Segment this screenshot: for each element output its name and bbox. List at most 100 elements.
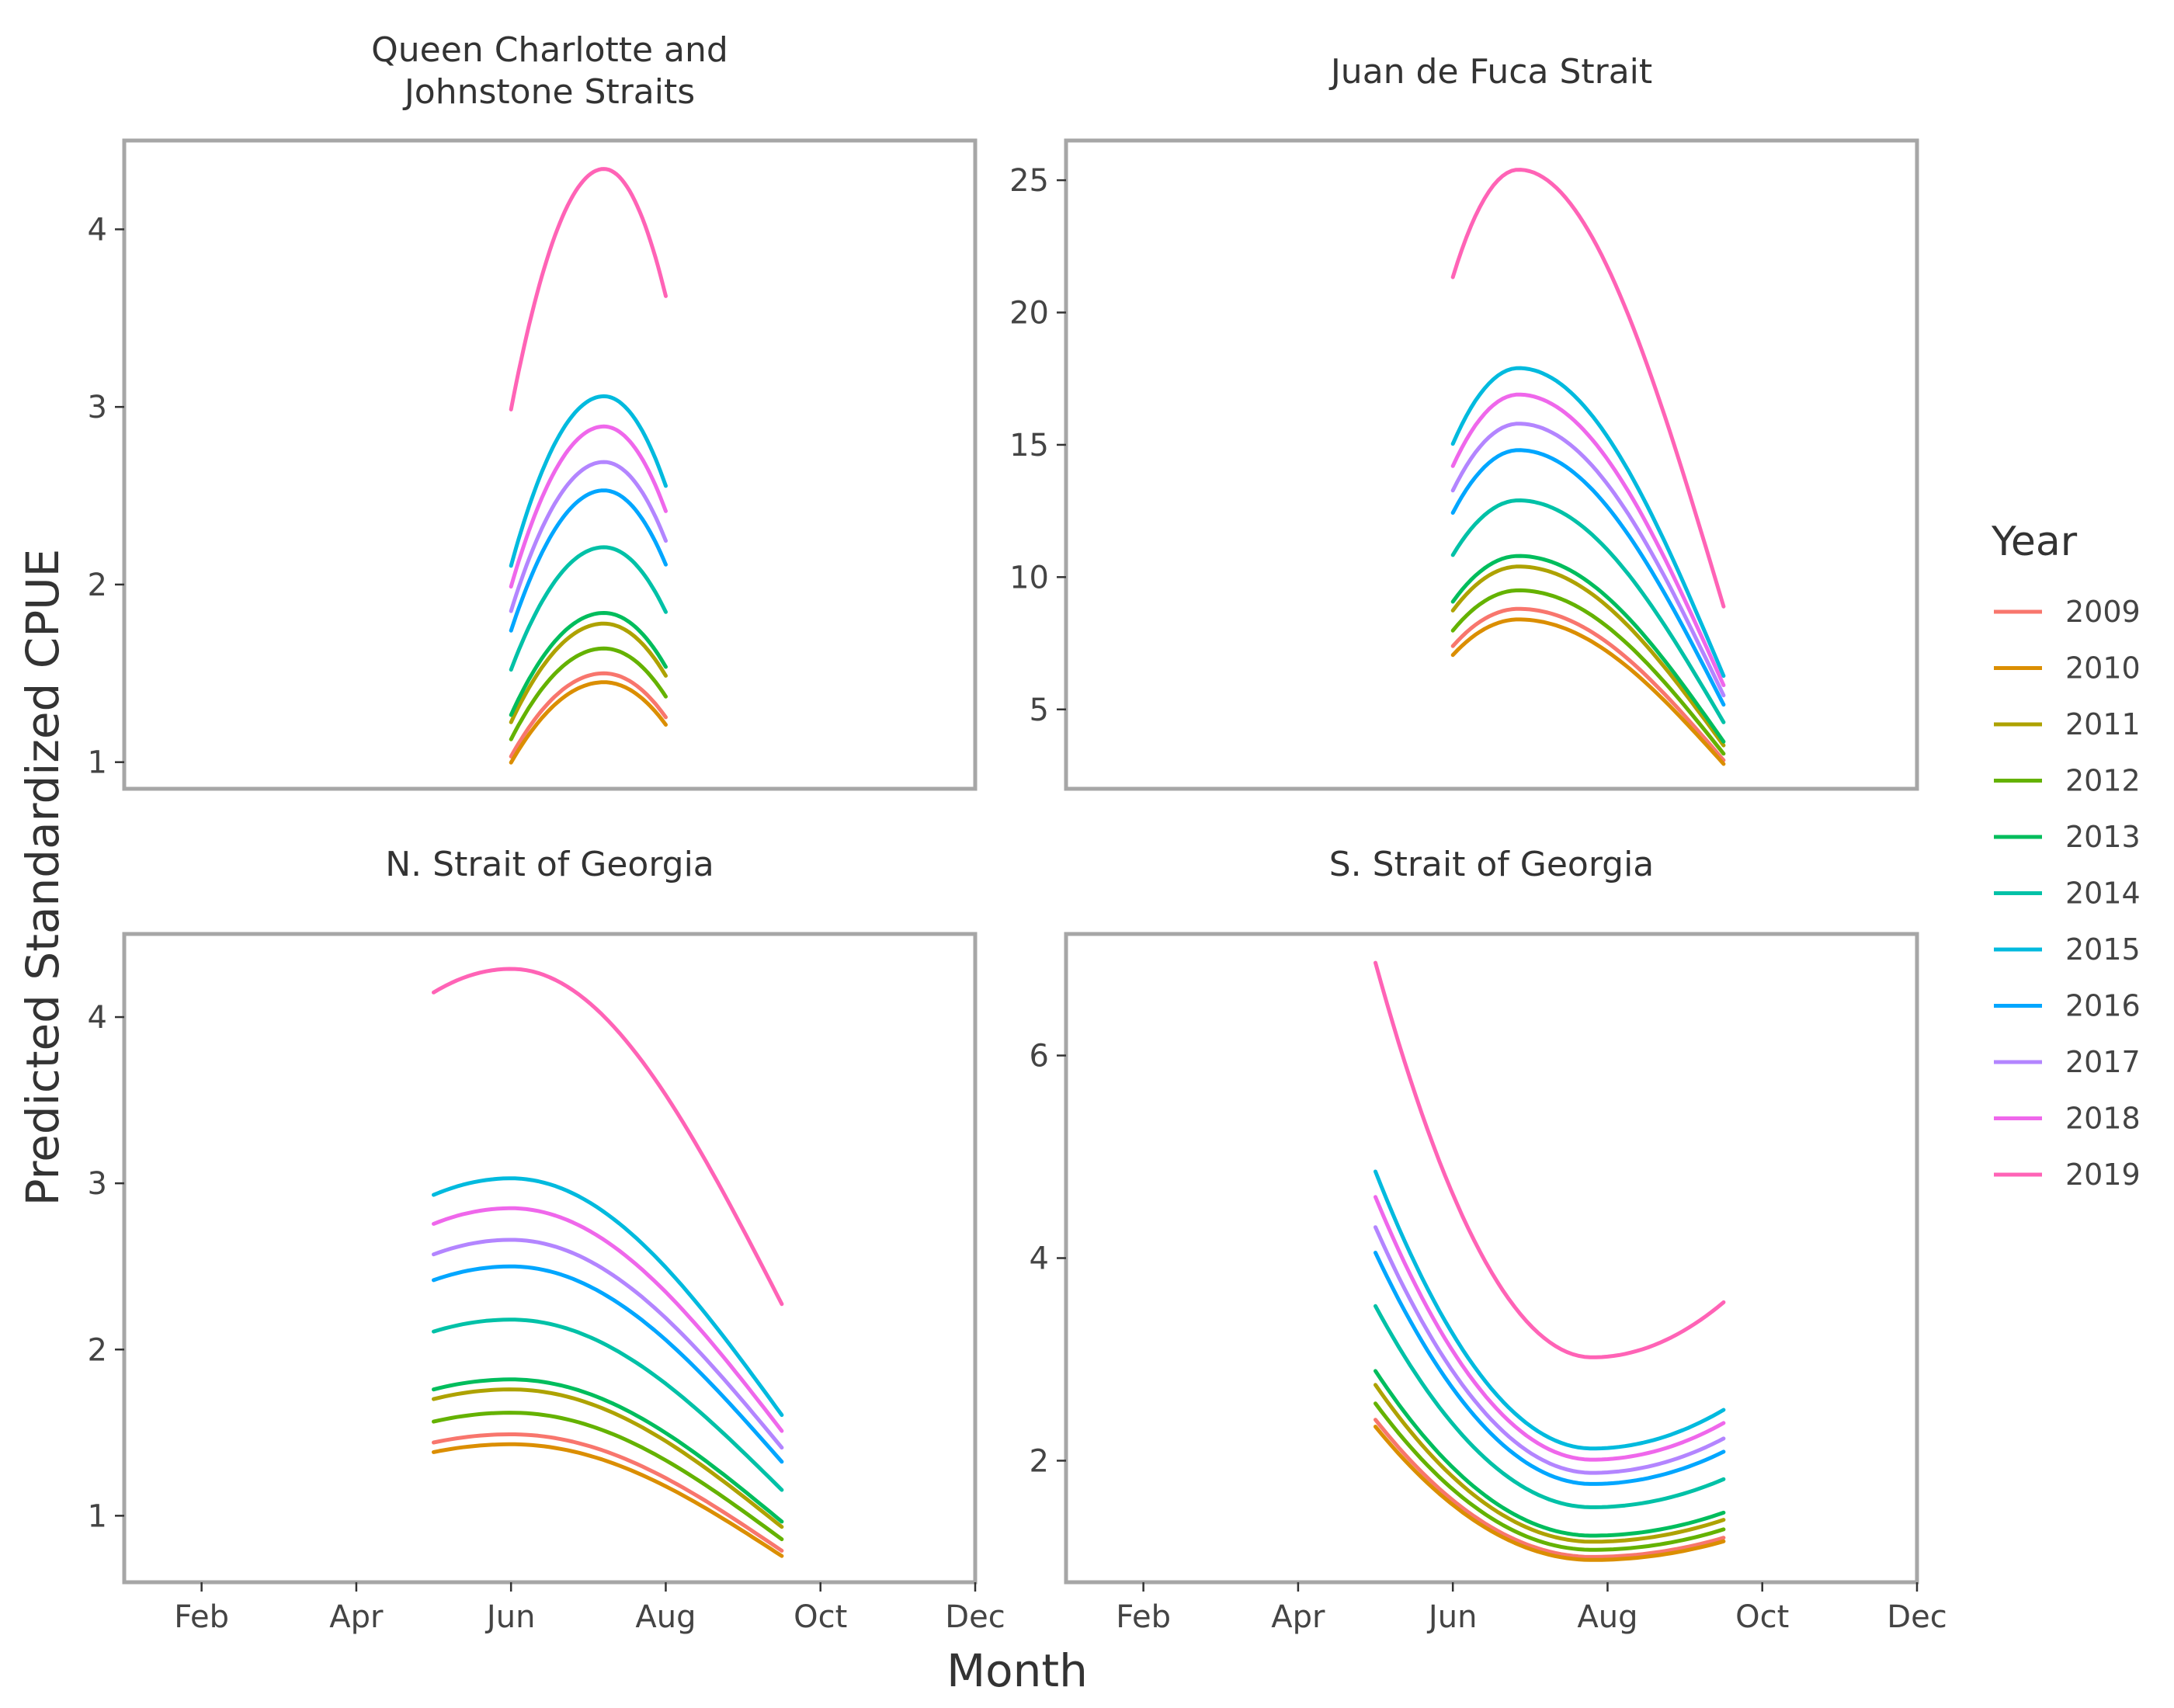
series-line-2010 <box>1450 617 1726 766</box>
y-tick-label: 3 <box>88 390 107 425</box>
legend-item-2010: 2010 <box>1994 651 2141 686</box>
series-line-2010 <box>432 1442 784 1558</box>
legend-label: 2014 <box>2065 877 2141 911</box>
x-tick-label: Feb <box>1116 1599 1171 1635</box>
x-tick-label: Jun <box>1426 1599 1478 1635</box>
series-line-2016 <box>432 1264 784 1464</box>
series-line-2009 <box>1374 1418 1726 1559</box>
x-tick-label: Apr <box>1271 1599 1325 1635</box>
series-line-2010 <box>1374 1425 1726 1562</box>
legend-label: 2011 <box>2065 707 2141 741</box>
series-line-2016 <box>509 488 668 633</box>
series-line-2013 <box>509 611 668 717</box>
series-line-2014 <box>1450 498 1726 724</box>
legend-item-2018: 2018 <box>1994 1102 2141 1136</box>
y-tick-label: 5 <box>1030 693 1049 728</box>
series-line-2015 <box>509 394 668 568</box>
legend-item-2013: 2013 <box>1994 820 2141 854</box>
series-line-2017 <box>432 1238 784 1450</box>
y-tick-label: 20 <box>1009 296 1049 332</box>
series-line-2011 <box>1374 1383 1726 1544</box>
legend-item-2015: 2015 <box>1994 932 2141 967</box>
x-tick-label: Jun <box>484 1599 536 1635</box>
legend-item-2011: 2011 <box>1994 707 2141 741</box>
legend-label: 2009 <box>2065 595 2141 629</box>
series-line-2012 <box>509 646 668 741</box>
series-line-2013 <box>432 1377 784 1524</box>
y-tick-label: 2 <box>88 568 107 603</box>
legend-item-2017: 2017 <box>1994 1045 2141 1079</box>
y-tick-label: 4 <box>88 1000 107 1036</box>
y-tick-label: 1 <box>88 1498 107 1534</box>
panel-title: Queen Charlotte and <box>371 30 728 70</box>
x-axis-title: Month <box>946 1644 1088 1697</box>
panel-title: N. Strait of Georgia <box>385 845 714 884</box>
x-tick-label: Aug <box>635 1599 696 1635</box>
legend-label: 2019 <box>2065 1158 2141 1192</box>
series-line-2014 <box>1374 1304 1726 1509</box>
y-tick-label: 6 <box>1030 1039 1049 1074</box>
legend-items: 2009 2010 2011 2012 2013 2014 2015 2016 2017 2018… <box>1994 595 2141 1192</box>
panel-3: N. Strait of Georgia 1 2 3 4 Feb Apr Jun Aug Oct D… <box>88 845 1005 1635</box>
legend-label: 2015 <box>2065 932 2141 967</box>
panel-title: Johnstone Straits <box>402 72 695 112</box>
y-tick-label: 4 <box>1030 1241 1049 1277</box>
series-line-2014 <box>432 1317 784 1492</box>
series-line-2012 <box>1450 588 1726 756</box>
y-tick-label: 2 <box>88 1332 107 1368</box>
legend-item-2019: 2019 <box>1994 1158 2141 1192</box>
y-tick-label: 10 <box>1009 560 1049 595</box>
y-tick-label: 1 <box>88 745 107 781</box>
series-line-2012 <box>432 1411 784 1542</box>
series-line-2013 <box>1374 1369 1726 1538</box>
series-line-2010 <box>509 680 668 765</box>
series-line-2018 <box>432 1206 784 1433</box>
series-line-2017 <box>1450 422 1726 698</box>
panel-2: Juan de Fuca Strait 5 10 15 20 25 <box>1009 52 1919 791</box>
series-line-2019 <box>1374 960 1726 1359</box>
legend-label: 2013 <box>2065 820 2141 854</box>
y-tick-label: 3 <box>88 1166 107 1202</box>
series-line-2016 <box>1450 448 1726 707</box>
series-line-2019 <box>509 167 668 411</box>
series-line-2009 <box>509 671 668 759</box>
legend-item-2012: 2012 <box>1994 764 2141 798</box>
x-tick-label: Feb <box>174 1599 229 1635</box>
series-line-2012 <box>1374 1401 1726 1552</box>
series-line-2018 <box>509 424 668 589</box>
series-line-2019 <box>432 967 784 1307</box>
y-tick-label: 25 <box>1009 163 1049 199</box>
series-line-2018 <box>1374 1195 1726 1462</box>
series-line-2015 <box>1374 1169 1726 1451</box>
series-line-2013 <box>1450 554 1726 744</box>
y-tick-label: 4 <box>88 212 107 248</box>
legend-label: 2017 <box>2065 1045 2141 1079</box>
series-line-2017 <box>1374 1225 1726 1475</box>
y-axis-title: Predicted Standardized CPUE <box>16 549 69 1206</box>
panel-4: S. Strait of Georgia 2 4 6 Feb Apr Jun Aug Oct De… <box>1030 845 1947 1635</box>
series-line-2019 <box>1450 168 1726 609</box>
series-line-2016 <box>1374 1251 1726 1486</box>
series-line-2018 <box>1450 392 1726 688</box>
series-line-2017 <box>509 460 668 613</box>
series-line-2009 <box>432 1432 784 1553</box>
legend-label: 2012 <box>2065 764 2141 798</box>
x-tick-label: Aug <box>1577 1599 1637 1635</box>
x-tick-label: Apr <box>329 1599 384 1635</box>
series-line-2015 <box>432 1176 784 1418</box>
legend-item-2009: 2009 <box>1994 595 2141 629</box>
legend-item-2016: 2016 <box>1994 989 2141 1023</box>
y-tick-label: 15 <box>1009 428 1049 463</box>
panel-frame <box>122 138 978 791</box>
series-line-2009 <box>1450 606 1726 762</box>
series-line-2011 <box>1450 564 1726 748</box>
legend-label: 2016 <box>2065 989 2141 1023</box>
x-tick-label: Dec <box>945 1599 1005 1635</box>
series-line-2014 <box>509 545 668 672</box>
legend-item-2014: 2014 <box>1994 877 2141 911</box>
x-tick-label: Oct <box>794 1599 847 1635</box>
panel-frame <box>1064 138 1919 791</box>
